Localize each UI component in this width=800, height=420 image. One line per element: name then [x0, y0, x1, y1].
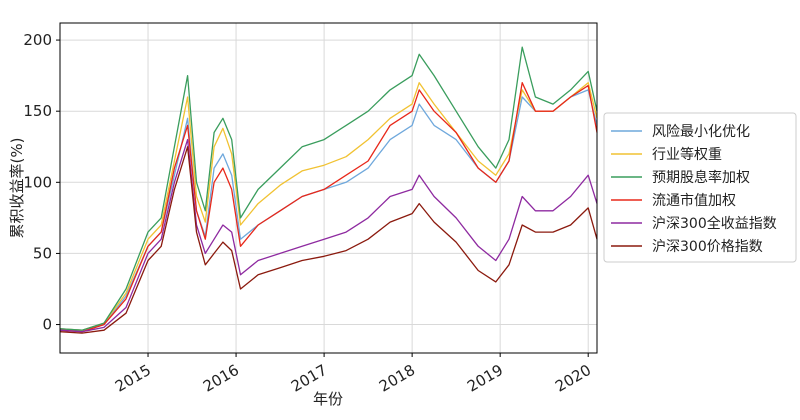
x-tick-label: 2020: [552, 361, 594, 396]
y-axis-ticks: 0 50 100 150 200: [23, 31, 60, 334]
x-tick-label: 2019: [464, 361, 506, 396]
legend-box: [603, 112, 797, 263]
series-line: [59, 82, 598, 333]
y-tick-label: 100: [23, 173, 52, 191]
legend-label: 沪深300价格指数: [652, 239, 763, 255]
legend: 风险最小化优化行业等权重预期股息率加权流通市值加权沪深300全收益指数沪深300…: [603, 112, 797, 263]
series-line: [59, 138, 598, 333]
x-tick-label: 2018: [376, 361, 418, 396]
x-axis-ticks: 2015 2016 2017 2018 2019 2020: [112, 353, 594, 396]
series-lines: [59, 46, 598, 334]
x-tick-label: 2015: [112, 361, 154, 396]
y-tick-label: 150: [23, 102, 52, 120]
y-tick-label: 0: [42, 316, 52, 334]
legend-label: 预期股息率加权: [652, 169, 750, 186]
y-tick-label: 50: [33, 244, 52, 262]
x-axis-label: 年份: [313, 390, 343, 408]
x-tick-label: 2016: [200, 361, 242, 396]
series-line: [59, 46, 598, 331]
plot-frame: [59, 22, 598, 354]
y-axis-label: 累积收益率(%): [8, 138, 26, 239]
legend-label: 风险最小化优化: [652, 124, 750, 140]
legend-label: 行业等权重: [652, 146, 722, 163]
y-tick-label: 200: [23, 31, 52, 49]
series-line: [59, 146, 598, 334]
legend-label: 沪深300全收益指数: [652, 215, 777, 232]
legend-label: 流通市值加权: [652, 192, 736, 209]
